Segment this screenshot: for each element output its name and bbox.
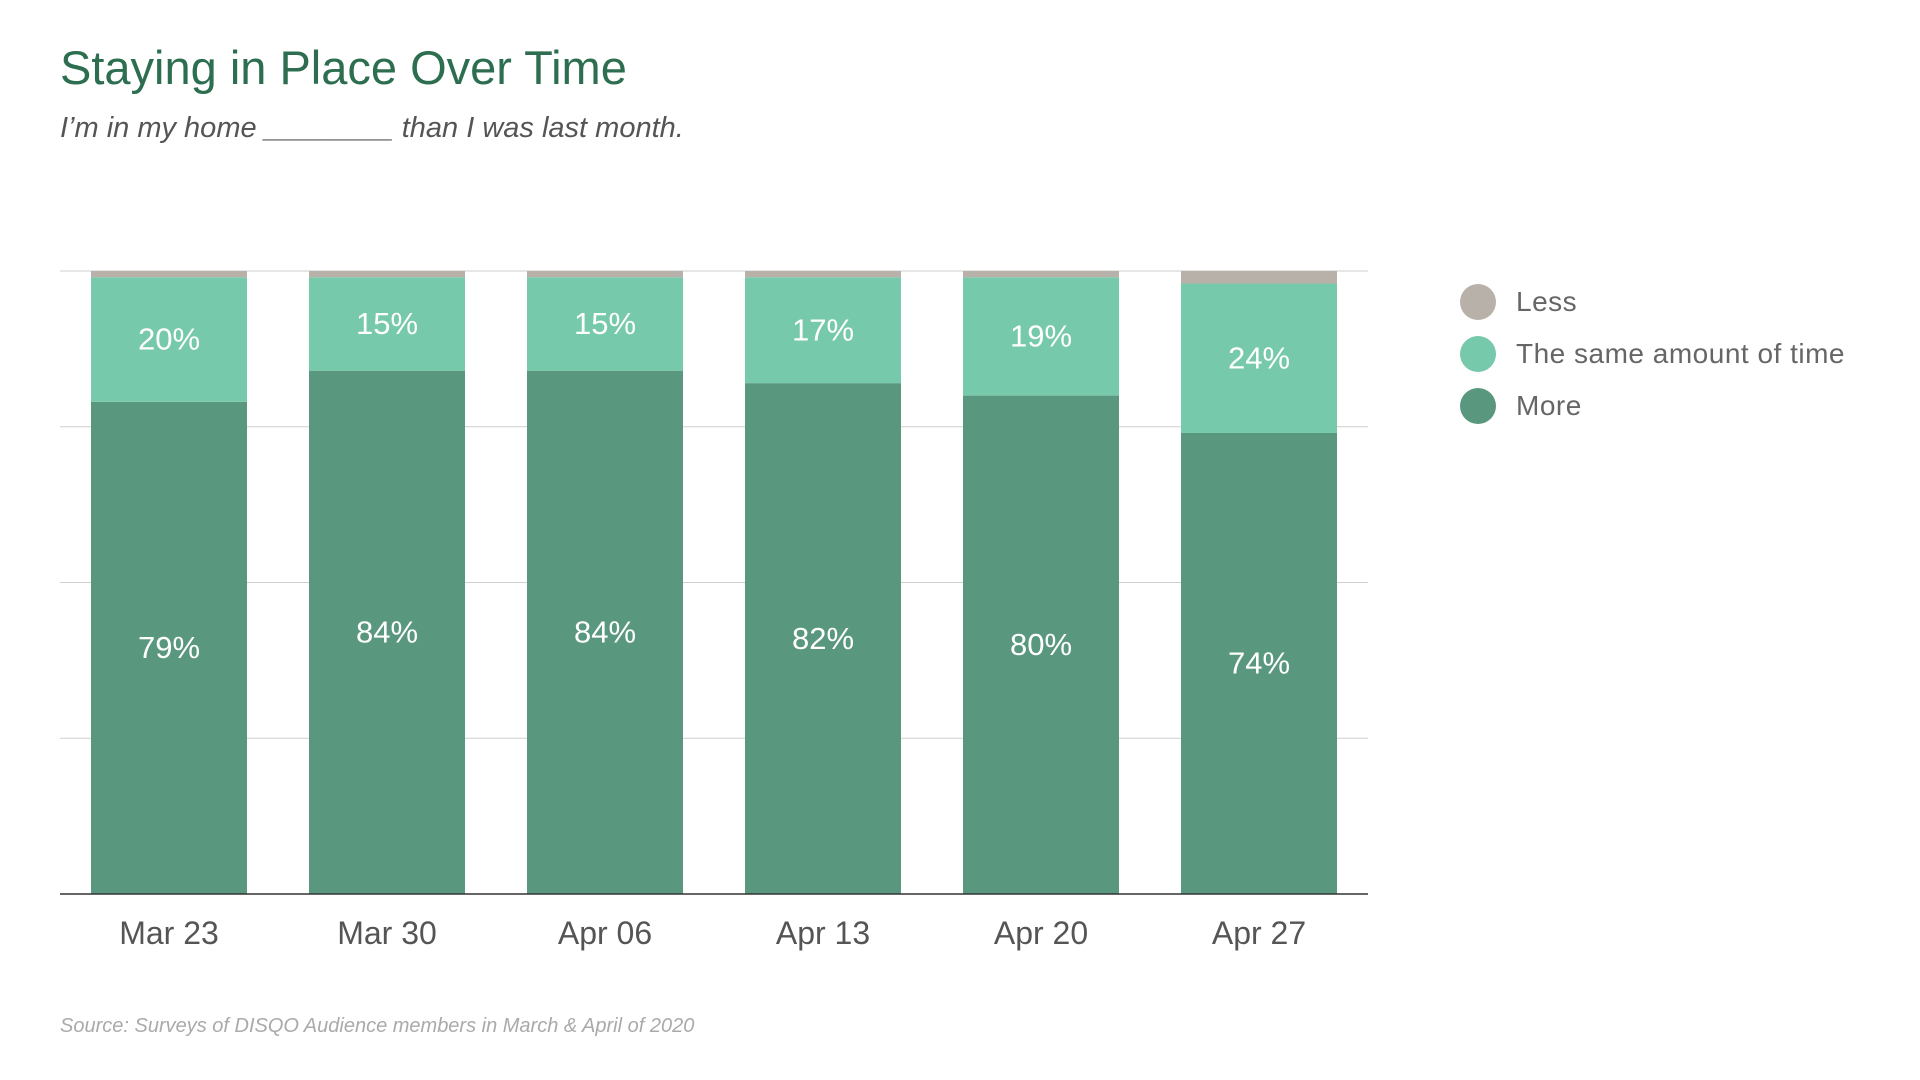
legend-label-more: More — [1516, 390, 1582, 421]
bar-less — [963, 271, 1119, 278]
bar-more — [527, 370, 683, 894]
x-tick-label: Mar 23 — [119, 915, 219, 951]
bar-the-same-amount-of-time — [309, 277, 465, 371]
bar-the-same-amount-of-time — [963, 277, 1119, 396]
bar-less — [745, 271, 901, 278]
bar-the-same-amount-of-time — [745, 277, 901, 384]
legend-label-less: Less — [1516, 286, 1578, 317]
bar-the-same-amount-of-time — [1181, 283, 1337, 433]
bar-label-more: 74% — [1228, 646, 1290, 681]
bar-label-the-same-amount-of-time: 24% — [1228, 340, 1290, 375]
bar-label-the-same-amount-of-time: 15% — [356, 306, 418, 341]
bar-more — [91, 401, 247, 894]
legend: Less The same amount of time More — [1460, 276, 1845, 432]
bar-the-same-amount-of-time — [527, 277, 683, 371]
bar-label-more: 82% — [792, 621, 854, 656]
legend-item-same: The same amount of time — [1460, 328, 1845, 380]
legend-swatch-same — [1460, 336, 1496, 372]
chart-subtitle: I’m in my home ________ than I was last … — [60, 112, 684, 144]
bar-label-the-same-amount-of-time: 20% — [138, 322, 200, 357]
bar-more — [745, 383, 901, 894]
x-axis: Mar 23 Mar 30 Apr 06 Apr 13 Apr 20 Apr 27 — [60, 893, 1368, 951]
bar-less — [309, 271, 465, 278]
bar-label-more: 84% — [356, 615, 418, 650]
legend-label-same: The same amount of time — [1516, 338, 1845, 369]
chart-title: Staying in Place Over Time — [60, 41, 627, 94]
bar-less — [91, 271, 247, 278]
x-tick-label: Apr 06 — [558, 915, 652, 951]
bar-more — [309, 370, 465, 894]
x-tick-label: Apr 27 — [1212, 915, 1306, 951]
legend-item-less: Less — [1460, 276, 1845, 328]
bar-label-more: 84% — [574, 615, 636, 650]
legend-swatch-less — [1460, 284, 1496, 320]
bar-more — [1181, 432, 1337, 894]
x-tick-label: Mar 30 — [337, 915, 437, 951]
bar-label-the-same-amount-of-time: 17% — [792, 312, 854, 347]
bar-label-the-same-amount-of-time: 15% — [574, 306, 636, 341]
bar-label-the-same-amount-of-time: 19% — [1010, 319, 1072, 354]
x-tick-label: Apr 20 — [994, 915, 1088, 951]
bar-the-same-amount-of-time — [91, 277, 247, 402]
legend-item-more: More — [1460, 380, 1845, 432]
bar-less — [527, 271, 683, 278]
bar-less — [1181, 271, 1337, 284]
bar-labels: 79% 20% 84% 15% 84% 15% 82% 17% 80% 19% 74% 24% — [138, 306, 1290, 681]
gridlines — [60, 270, 1368, 739]
x-tick-label: Apr 13 — [776, 915, 870, 951]
bar-label-more: 79% — [138, 630, 200, 665]
source-note: Source: Surveys of DISQO Audience member… — [60, 1015, 695, 1037]
bar-more — [963, 395, 1119, 894]
bars — [91, 271, 1337, 894]
bar-label-more: 80% — [1010, 627, 1072, 662]
legend-swatch-more — [1460, 388, 1496, 424]
